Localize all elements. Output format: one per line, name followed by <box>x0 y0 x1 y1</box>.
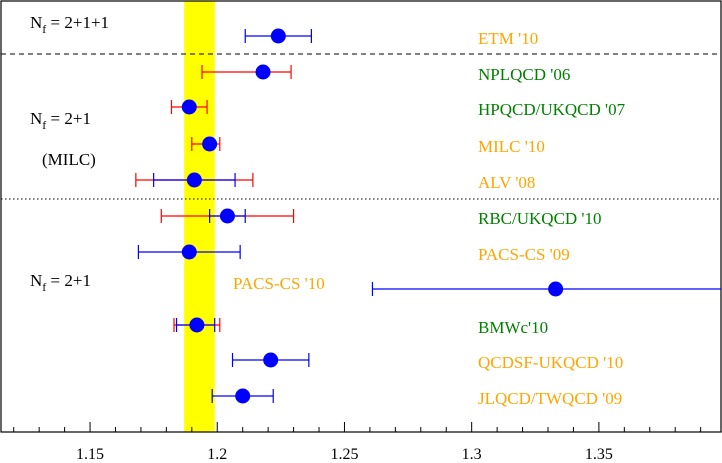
series-label: RBC/UKQCD '10 <box>478 209 602 228</box>
group-label-main: N <box>30 271 42 290</box>
plot-frame <box>0 0 722 433</box>
series-label: PACS-CS '09 <box>478 245 570 264</box>
data-point <box>255 64 271 80</box>
group-labels: Nf = 2+1+1Nf = 2+1(MILC)Nf = 2+1 <box>30 13 109 294</box>
x-tick-label: 1.3 <box>462 446 482 463</box>
x-tick-label: 1.2 <box>207 446 227 463</box>
group-label: Nf = 2+1 <box>30 271 91 294</box>
data-point <box>189 317 205 333</box>
x-tick-label: 1.15 <box>76 446 104 463</box>
series-label: MILC '10 <box>478 137 545 156</box>
group-label-sub: f <box>42 280 46 294</box>
group-label: Nf = 2+1 <box>30 109 91 132</box>
x-tick-label: 1.35 <box>585 446 613 463</box>
data-point <box>181 99 197 115</box>
collaboration-labels: ETM '10 NPLQCD '06 HPQCD/UKQCD '07 MILC '10… <box>233 29 626 408</box>
group-label-sub: f <box>42 118 46 132</box>
series-label: ALV '08 <box>478 173 535 192</box>
series-label: PACS-CS '10 <box>233 274 325 293</box>
data-point <box>186 172 202 188</box>
data-point <box>263 352 279 368</box>
series-label: HPQCD/UKQCD '07 <box>478 100 626 119</box>
data-point <box>202 136 218 152</box>
group-label-main: N <box>30 109 42 128</box>
group-label: Nf = 2+1+1 <box>30 13 109 36</box>
data-point <box>270 28 286 44</box>
data-point <box>219 208 235 224</box>
series-label: ETM '10 <box>478 29 538 48</box>
group-label-rest: = 2+1+1 <box>46 13 109 32</box>
group-label-sub: f <box>42 22 46 36</box>
data-point <box>235 388 251 404</box>
group-label-rest: = 2+1 <box>46 109 91 128</box>
data-point <box>548 281 564 297</box>
data-points <box>135 28 721 404</box>
group-label-main: N <box>30 13 42 32</box>
x-tick-label: 1.25 <box>330 446 358 463</box>
data-point <box>181 244 197 260</box>
group-label-main: (MILC) <box>42 150 96 169</box>
group-label-rest: = 2+1 <box>46 271 91 290</box>
series-label: QCDSF-UKQCD '10 <box>478 353 623 372</box>
x-axis: 1.15 1.2 1.25 1.3 1.35 <box>13 422 702 463</box>
series-label: NPLQCD '06 <box>478 65 570 84</box>
group-label: (MILC) <box>42 150 96 169</box>
series-label: JLQCD/TWQCD '09 <box>478 389 622 408</box>
series-label: BMWc'10 <box>478 318 548 337</box>
